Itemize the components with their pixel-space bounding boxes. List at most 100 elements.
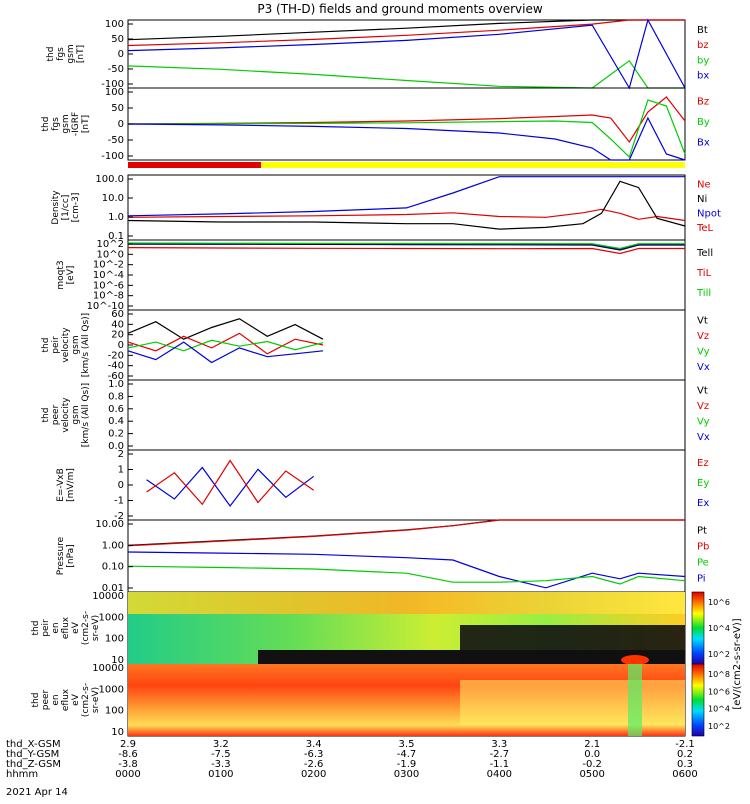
y-tick-label: 60 [111, 309, 124, 320]
y-tick-label: -50 [108, 64, 124, 75]
y-axis-label: en [51, 622, 61, 633]
x-axis-labels: thd_X-GSM 2.9 3.2 3.4 3.5 3.3 2.1 -2.1 thd_Y-GSM… [6, 739, 698, 780]
y-axis-label: eV [71, 693, 81, 706]
legend-pi: Pi [697, 574, 706, 585]
legend-pe: Pe [697, 558, 709, 569]
y-tick-label: -40 [108, 361, 124, 372]
series-line-vt [127, 318, 324, 340]
y-axis-label: fgs [56, 47, 66, 61]
legend-by: By [697, 117, 710, 128]
y-axis-label: sr-eV) [91, 615, 101, 641]
legend-vx: Vx [697, 432, 710, 443]
x-tick-label: 0.3 [677, 759, 693, 770]
y-tick-label: 0.10 [102, 562, 124, 573]
colorbars: [eV/(cm2-s-sr-eV)] [691, 591, 743, 737]
legend-ez: Ez [697, 458, 709, 469]
y-tick-label: 0.8 [108, 391, 124, 402]
legend-pb: Pb [697, 542, 709, 553]
y-tick-label: 50 [111, 34, 124, 45]
y-axis-label: [cm-3] [71, 193, 81, 223]
legend-bx: Bx [697, 137, 710, 148]
y-axis-label: moqt3 [56, 260, 66, 289]
x-tick-label: -8.6 [118, 749, 138, 760]
series-line-bx [127, 116, 686, 161]
y-axis-label: [mV/m] [66, 468, 76, 502]
colorbar-tick-label: 10^4 [708, 624, 730, 633]
y-tick-label: 10^-4 [93, 270, 124, 281]
y-tick-label: 10^-6 [93, 280, 124, 291]
y-tick-label: 100 [105, 706, 124, 717]
y-axis-label: thd [31, 621, 41, 636]
ion-spectrogram-black-band [460, 625, 685, 664]
panel-7: 2 1 0 -1 -2 E=-VxB [mV/m] Ez Ey Ex [56, 449, 709, 522]
legend-bt: Bt [697, 25, 708, 36]
legend-vz: Vz [697, 401, 709, 412]
y-tick-label: 1.0 [108, 379, 124, 390]
y-tick-label: 0 [118, 340, 124, 351]
series-line-bx [127, 18, 686, 90]
legend-bz: bz [697, 40, 709, 51]
x-tick-label: -2.6 [304, 759, 324, 770]
legend-vy: Vy [697, 346, 710, 357]
y-tick-label: 0.2 [108, 429, 124, 440]
series-line-tel [127, 247, 685, 255]
panel-frame [127, 449, 686, 521]
y-tick-label: -100 [101, 79, 124, 90]
y-axis-label: peir [41, 619, 51, 637]
y-axis-label: eV [71, 621, 81, 634]
y-tick-label: -1 [114, 496, 124, 507]
y-tick-label: 2 [118, 449, 124, 460]
x-tick-label: 0400 [487, 769, 512, 780]
y-tick-label: 1000 [99, 612, 124, 623]
y-axis-label: thd [31, 693, 41, 708]
y-tick-label: -60 [108, 371, 124, 382]
y-tick-label: 0 [118, 119, 124, 130]
x-tick-label: -0.2 [582, 759, 602, 770]
x-tick-label: 3.4 [306, 739, 322, 750]
series-line-vy [127, 339, 324, 352]
y-tick-label: 1.00 [102, 540, 124, 551]
date-label: 2021 Apr 14 [6, 787, 68, 798]
ion-spectrogram-high [128, 592, 685, 614]
legend-til: TiL [696, 268, 712, 279]
colorbar-tick-label: 10^6 [708, 687, 730, 696]
y-axis-label: thd [41, 338, 51, 353]
y-tick-label: 10 [111, 655, 124, 666]
y-tick-label: 10 [111, 727, 124, 738]
y-tick-label: 0.0 [108, 441, 124, 452]
x-tick-label: 2.9 [120, 739, 136, 750]
x-tick-label: 0.2 [677, 749, 693, 760]
panel-8: 10.00 1.00 0.10 0.01 Pressure [nPa] Pt Pb Pe Pi [56, 519, 709, 594]
series-line-bz [127, 96, 686, 144]
y-tick-label: 0.4 [108, 416, 124, 427]
colorbar-tick-label: 10^2 [708, 650, 730, 659]
y-tick-label: -100 [101, 151, 124, 162]
y-axis-label: velocity [61, 397, 71, 433]
x-tick-label: 0600 [672, 769, 697, 780]
y-axis-label: Pressure [56, 536, 66, 575]
y-tick-label: 10^-8 [93, 291, 124, 302]
colorbar-tick-label: 10^2 [708, 722, 730, 731]
status-bar-red [128, 162, 261, 168]
panel-6: 1.00.8 0.60.4 0.20.0 thd peer velocity gsm [km/… [41, 379, 710, 452]
y-axis-label: sr-eV) [91, 687, 101, 713]
panel-2: 100 50 0 -50 -100 thd fgs gsm -IGRF [nT] Bz By Bx [41, 87, 710, 162]
panel-1: 100 50 0 -50 -100 thd fgs gsm [nT] Bt bz by bx [46, 18, 709, 90]
y-tick-label: 20 [111, 330, 124, 341]
y-axis-label: [nT] [81, 115, 91, 133]
y-axis-label: gsm [71, 335, 81, 354]
y-tick-label: 0.1 [108, 231, 124, 242]
legend-tel: TeL [696, 223, 714, 234]
y-tick-label: -50 [108, 135, 124, 146]
series-line-npot [127, 176, 685, 217]
series-line-till [127, 242, 685, 250]
x-row-name: thd_Z-GSM [6, 759, 61, 770]
ion-spectrogram [128, 592, 685, 665]
legend-bx: bx [697, 70, 709, 81]
panel-3: 100.0 10.0 1.0 0.1 Density [1/cc] [cm-3] Ne Ni Np… [51, 174, 721, 242]
x-tick-label: 2.1 [584, 739, 600, 750]
status-bar [128, 162, 685, 168]
electron-spectrogram [128, 664, 685, 736]
legend-bz: Bz [697, 96, 709, 107]
